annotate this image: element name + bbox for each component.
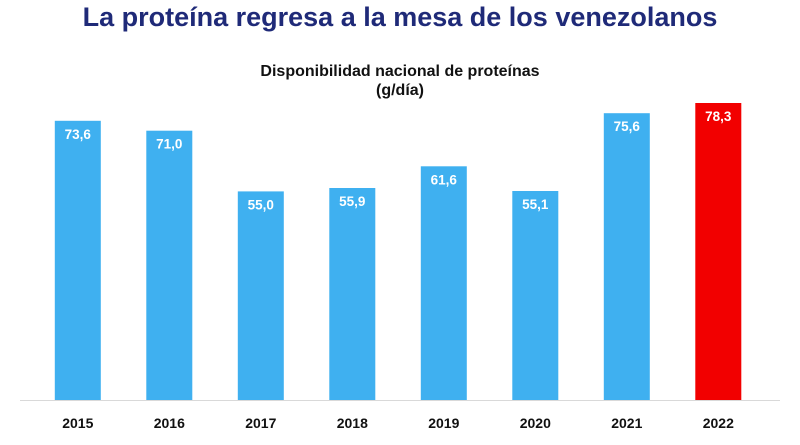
chart-title: Disponibilidad nacional de proteínas <box>260 63 540 80</box>
chart-subtitle: (g/día) <box>376 82 424 99</box>
x-tick-label-2019: 2019 <box>428 415 459 431</box>
value-label-2016: 71,0 <box>156 137 182 152</box>
x-tick-label-2022: 2022 <box>703 415 734 431</box>
x-tick-label-2021: 2021 <box>611 415 642 431</box>
bar-2016 <box>146 130 193 400</box>
value-label-2018: 55,9 <box>339 194 365 209</box>
value-label-2015: 73,6 <box>65 127 92 142</box>
bar-2017 <box>237 191 284 400</box>
x-tick-label-2017: 2017 <box>245 415 276 431</box>
chart-title-block: Disponibilidad nacional de proteínas (g/… <box>0 62 800 100</box>
bar-2018 <box>329 188 376 400</box>
bar-2021 <box>603 113 650 400</box>
value-label-2019: 61,6 <box>431 172 458 187</box>
bar-2019 <box>420 166 467 400</box>
x-tick-label-2020: 2020 <box>520 415 551 431</box>
x-tick-label-2018: 2018 <box>337 415 368 431</box>
bar-2020 <box>512 191 559 400</box>
value-label-2020: 55,1 <box>522 197 549 212</box>
value-label-2017: 55,0 <box>248 197 274 212</box>
value-label-2021: 75,6 <box>614 119 641 134</box>
value-labels-group: 73,6 71,0 55,0 55,9 61,6 55,1 75,6 78,3 <box>65 109 732 212</box>
headline: La proteína regresa a la mesa de los ven… <box>82 2 718 32</box>
x-tick-label-2015: 2015 <box>62 415 93 431</box>
x-tick-label-2016: 2016 <box>154 415 185 431</box>
x-tick-labels-group: 2015 2016 2017 2018 2019 2020 2021 2022 <box>62 415 734 431</box>
bar-2015 <box>54 120 101 401</box>
value-label-2022: 78,3 <box>705 109 732 124</box>
bar-2022 <box>695 103 742 400</box>
bars-group <box>54 103 742 401</box>
